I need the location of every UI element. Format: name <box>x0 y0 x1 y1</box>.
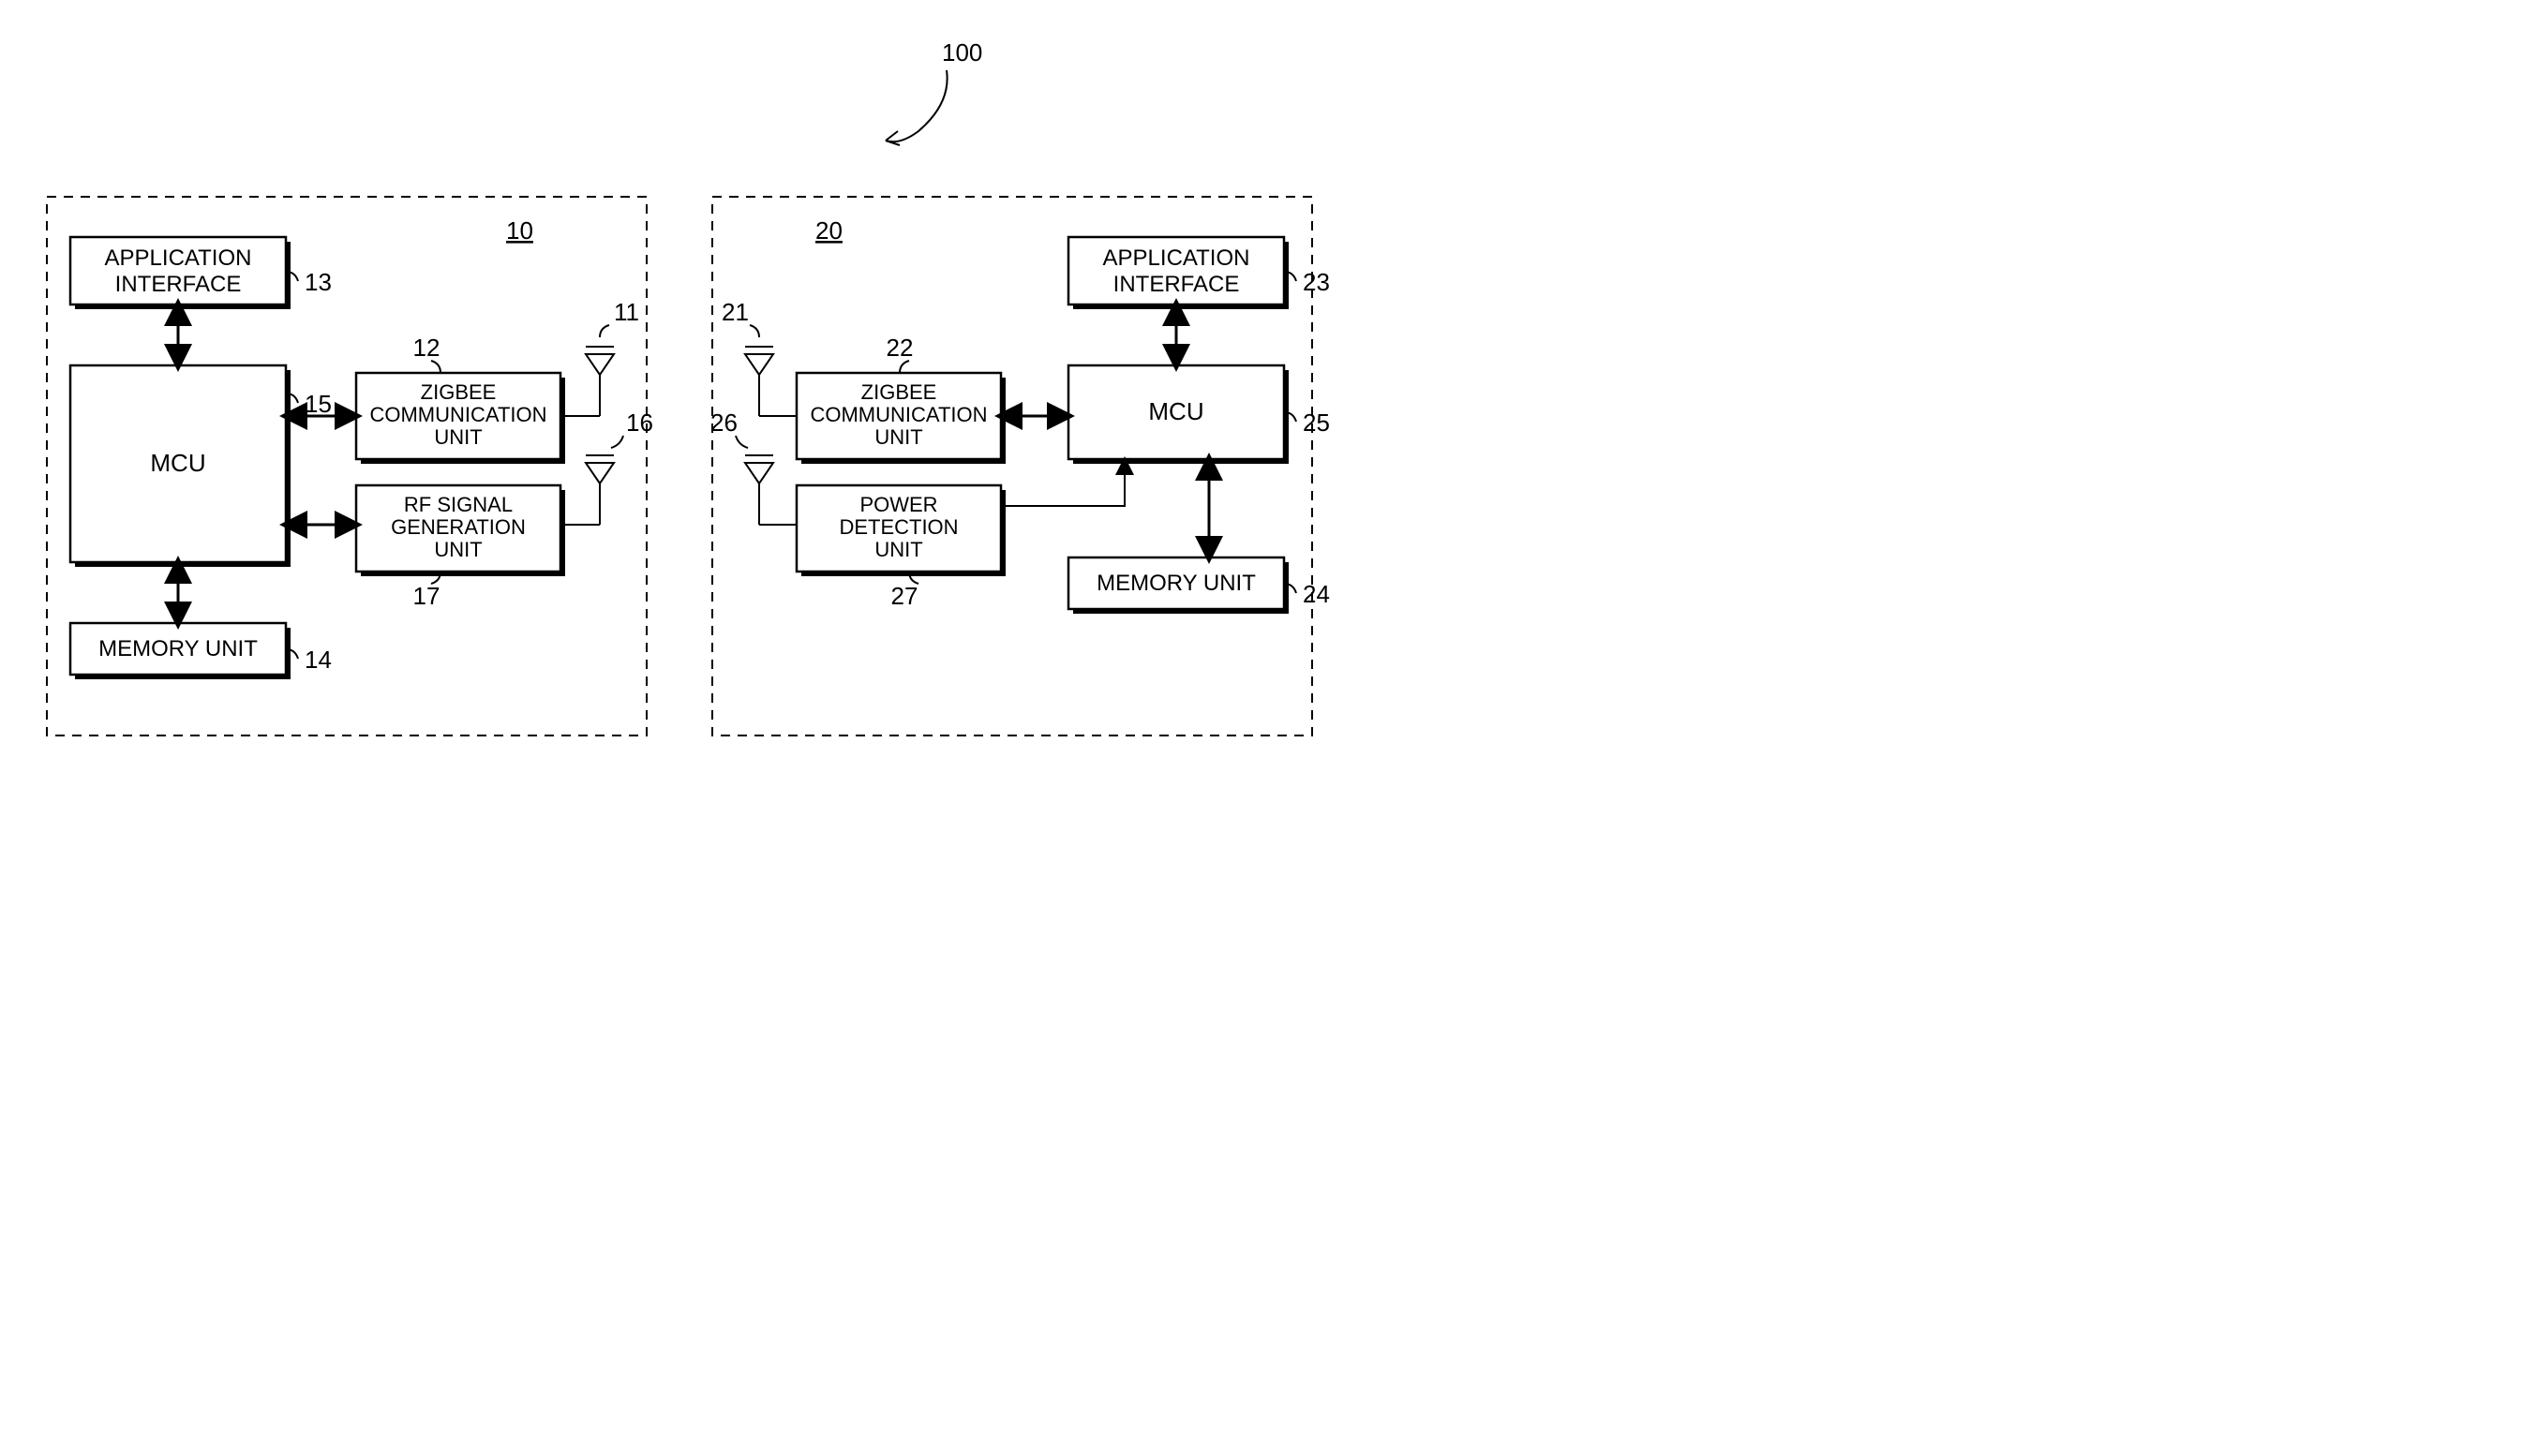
svg-text:ZIGBEE: ZIGBEE <box>421 380 497 404</box>
svg-text:POWER: POWER <box>859 493 937 516</box>
svg-text:DETECTION: DETECTION <box>839 515 958 539</box>
svg-text:MCU: MCU <box>150 449 205 477</box>
ref-13: 13 <box>305 268 332 296</box>
ref-17: 17 <box>413 582 440 610</box>
svg-text:RF SIGNAL: RF SIGNAL <box>404 493 513 516</box>
antenna-11 <box>586 347 614 416</box>
ref-25: 25 <box>1303 409 1330 437</box>
box-23-application-interface: APPLICATION INTERFACE <box>1068 237 1289 309</box>
ref-23: 23 <box>1303 268 1330 296</box>
antenna-26 <box>745 455 773 525</box>
antenna-21 <box>745 347 773 416</box>
svg-text:UNIT: UNIT <box>874 538 922 561</box>
box-15-mcu: MCU <box>70 365 291 567</box>
ref-26: 26 <box>710 409 738 437</box>
svg-text:MEMORY UNIT: MEMORY UNIT <box>1097 571 1256 596</box>
ref-10: 10 <box>506 216 533 245</box>
svg-text:GENERATION: GENERATION <box>391 515 526 539</box>
svg-text:APPLICATION: APPLICATION <box>1103 245 1250 271</box>
box-14-memory-unit: MEMORY UNIT <box>70 623 291 679</box>
ref-16: 16 <box>626 409 653 437</box>
antenna-16 <box>586 455 614 525</box>
box-24-memory-unit: MEMORY UNIT <box>1068 557 1289 614</box>
ref-21: 21 <box>722 298 749 326</box>
box-22-zigbee: ZIGBEE COMMUNICATION UNIT <box>797 373 1006 464</box>
svg-text:UNIT: UNIT <box>434 425 482 449</box>
box-25-mcu: MCU <box>1068 365 1289 464</box>
svg-text:APPLICATION: APPLICATION <box>105 245 252 271</box>
ref-20: 20 <box>815 216 843 245</box>
svg-text:INTERFACE: INTERFACE <box>1113 272 1240 297</box>
ref-22: 22 <box>887 334 914 362</box>
svg-text:COMMUNICATION: COMMUNICATION <box>369 403 546 426</box>
ref-11: 11 <box>614 298 639 326</box>
svg-text:UNIT: UNIT <box>874 425 922 449</box>
ref-100: 100 <box>942 38 982 67</box>
svg-text:COMMUNICATION: COMMUNICATION <box>810 403 987 426</box>
box-27-power-detection: POWER DETECTION UNIT <box>797 485 1006 576</box>
svg-text:INTERFACE: INTERFACE <box>115 272 242 297</box>
svg-text:MCU: MCU <box>1148 397 1203 425</box>
box-17-rf-signal: RF SIGNAL GENERATION UNIT <box>356 485 565 576</box>
ref-12: 12 <box>413 334 440 362</box>
block-diagram: 100 10 20 APPLICATION INTERFACE 13 MCU 1… <box>0 0 1354 778</box>
svg-text:ZIGBEE: ZIGBEE <box>861 380 937 404</box>
ref-15: 15 <box>305 390 332 418</box>
box-13-application-interface: APPLICATION INTERFACE <box>70 237 291 309</box>
svg-text:MEMORY UNIT: MEMORY UNIT <box>98 636 258 661</box>
box-12-zigbee: ZIGBEE COMMUNICATION UNIT <box>356 373 565 464</box>
ref-14: 14 <box>305 646 332 674</box>
ref-24: 24 <box>1303 580 1330 608</box>
ref-100-leader <box>886 70 948 141</box>
ref-27: 27 <box>891 582 918 610</box>
svg-text:UNIT: UNIT <box>434 538 482 561</box>
arrow-27-25 <box>1001 464 1125 506</box>
